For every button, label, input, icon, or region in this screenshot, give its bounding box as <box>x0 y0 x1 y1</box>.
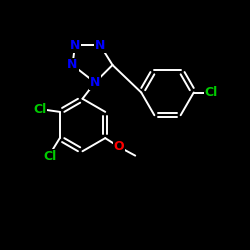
Text: N: N <box>95 38 105 52</box>
Text: N: N <box>67 58 78 71</box>
Text: Cl: Cl <box>43 150 57 164</box>
Text: N: N <box>90 76 100 89</box>
Text: Cl: Cl <box>205 86 218 99</box>
Text: O: O <box>114 140 124 153</box>
Text: N: N <box>70 38 80 52</box>
Text: Cl: Cl <box>33 103 46 116</box>
